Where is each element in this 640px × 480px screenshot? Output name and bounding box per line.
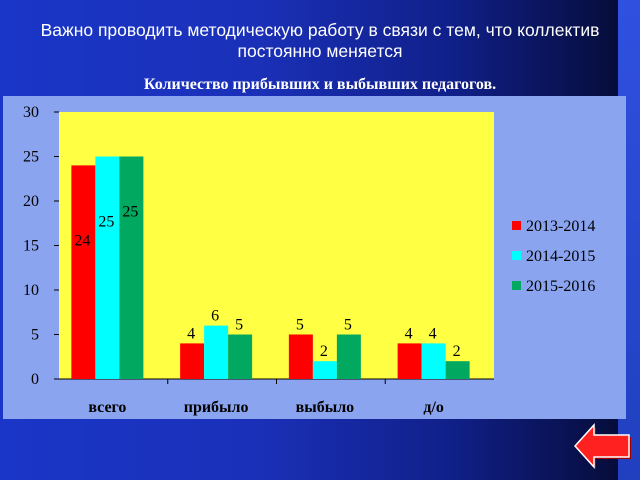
back-arrow-icon[interactable] <box>574 421 634 476</box>
bar <box>336 334 361 379</box>
bar <box>288 334 313 379</box>
y-tick-label: 25 <box>23 149 39 166</box>
slide-subtitle: Количество прибывших и выбывших педагого… <box>143 76 497 93</box>
data-label: 5 <box>235 317 243 334</box>
bar <box>228 334 253 379</box>
y-tick-label: 10 <box>23 282 39 299</box>
data-label: 4 <box>429 325 437 342</box>
y-tick-label: 5 <box>31 327 39 344</box>
legend-swatch <box>512 281 521 290</box>
data-label: 4 <box>187 325 195 342</box>
y-tick-label: 30 <box>23 104 39 121</box>
bar <box>397 343 422 379</box>
data-label: 5 <box>296 317 304 334</box>
legend-label: 2014-2015 <box>526 248 595 265</box>
bar <box>445 361 470 379</box>
bar <box>95 156 120 379</box>
bar <box>421 343 446 379</box>
y-tick-label: 20 <box>23 193 39 210</box>
data-label: 5 <box>344 317 352 334</box>
y-tick-label: 0 <box>31 371 39 388</box>
bar <box>312 361 337 379</box>
data-label: 25 <box>122 204 138 221</box>
data-label: 25 <box>98 214 114 231</box>
data-label: 4 <box>405 325 413 342</box>
category-label: прибыло <box>184 399 249 416</box>
data-label: 2 <box>453 343 461 360</box>
legend-label: 2013-2014 <box>526 218 595 235</box>
legend-swatch <box>512 221 521 230</box>
data-label: 2 <box>320 343 328 360</box>
bar <box>119 156 144 379</box>
category-label: всего <box>88 399 126 416</box>
y-tick-label: 15 <box>23 238 39 255</box>
slide-title: Важно проводить методическую работу в св… <box>40 20 600 61</box>
legend-label: 2015-2016 <box>526 278 595 295</box>
bar <box>180 343 205 379</box>
legend-swatch <box>512 251 521 260</box>
data-label: 6 <box>211 308 219 325</box>
category-label: выбыло <box>296 399 355 416</box>
data-label: 24 <box>74 232 90 249</box>
bar <box>71 165 96 379</box>
bar <box>204 325 229 379</box>
category-label: д/о <box>423 399 444 416</box>
